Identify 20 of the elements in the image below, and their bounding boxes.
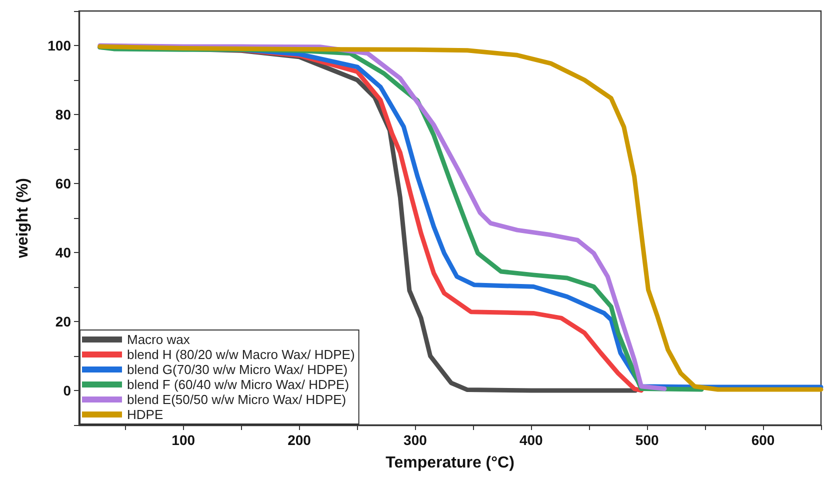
x-tick-label: 600 (751, 432, 775, 448)
y-tick-label: 40 (55, 244, 72, 260)
legend-label: Macro wax (127, 332, 190, 347)
x-tick-label: 400 (519, 432, 544, 448)
legend-label: blend H (80/20 w/w Macro Wax/ HDPE) (127, 347, 355, 362)
y-axis-title: weight (%) (14, 178, 32, 259)
y-tick-label: 20 (55, 314, 72, 330)
x-tick-label: 500 (635, 432, 659, 448)
y-tick-label: 0 (63, 382, 72, 398)
y-tick-label: 100 (48, 38, 72, 54)
y-tick-label: 80 (55, 106, 72, 122)
legend-label: HDPE (127, 407, 164, 422)
y-tick-label: 60 (55, 176, 72, 192)
x-tick-label: 100 (172, 432, 196, 448)
legend-label: blend E(50/50 w/w Micro Wax/ HDPE) (127, 392, 346, 407)
legend-label: blend F (60/40 w/w Micro Wax/ HDPE) (127, 377, 350, 392)
x-tick-label: 300 (404, 432, 428, 448)
x-tick-label: 200 (288, 432, 312, 448)
legend-label: blend G(70/30 w/w Micro Wax/ HDPE) (127, 362, 348, 377)
x-axis-title: Temperature (°C) (386, 454, 514, 472)
